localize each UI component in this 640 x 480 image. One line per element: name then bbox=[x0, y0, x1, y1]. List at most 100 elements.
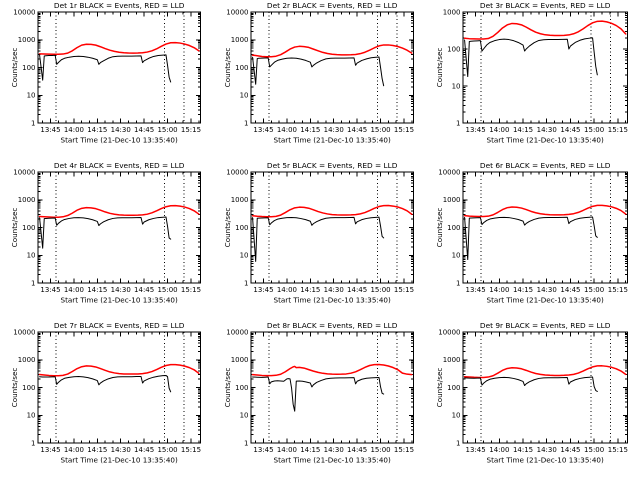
x-tick-label: 14:15 bbox=[301, 126, 321, 134]
y-tick-label: 100 bbox=[22, 224, 35, 232]
plot-frame bbox=[250, 331, 415, 444]
series-events bbox=[39, 374, 172, 393]
x-tick-label: 14:45 bbox=[347, 286, 367, 294]
x-axis-label: Start Time (21-Dec-10 13:35:40) bbox=[61, 135, 178, 144]
series-events bbox=[252, 56, 385, 87]
y-axis-label: Counts/sec bbox=[10, 208, 19, 248]
series-events bbox=[39, 54, 172, 83]
x-tick-label: 14:15 bbox=[301, 446, 321, 454]
x-tick-label: 15:15 bbox=[607, 286, 627, 294]
chart-panel-det-2: Det 2r BLACK = Events, RED = LLD 1 10 100 10… bbox=[213, 0, 426, 160]
x-tick-label: 15:00 bbox=[371, 446, 391, 454]
y-axis-label: Counts/sec bbox=[435, 208, 444, 248]
x-tick-label: 13:45 bbox=[465, 286, 485, 294]
panel-title: Det 2r BLACK = Events, RED = LLD bbox=[267, 1, 398, 10]
y-tick-label: 100 bbox=[235, 224, 248, 232]
plot-frame bbox=[462, 331, 628, 444]
x-axis-label: Start Time (21-Dec-10 13:35:40) bbox=[274, 295, 391, 304]
series-events bbox=[463, 37, 598, 78]
x-tick-label: 14:15 bbox=[301, 286, 321, 294]
y-tick-label: 1000 bbox=[231, 36, 249, 44]
y-tick-label: 1000 bbox=[442, 356, 460, 364]
y-tick-label: 10000 bbox=[13, 328, 35, 336]
x-tick-label: 13:45 bbox=[465, 446, 485, 454]
x-tick-label: 15:00 bbox=[584, 126, 604, 134]
x-tick-label: 14:30 bbox=[324, 446, 344, 454]
x-tick-label: 15:15 bbox=[607, 126, 627, 134]
series-lld bbox=[38, 41, 200, 56]
x-tick-label: 14:00 bbox=[277, 286, 297, 294]
x-tick-label: 15:15 bbox=[394, 286, 414, 294]
x-tick-label: 14:45 bbox=[134, 446, 154, 454]
x-tick-label: 14:30 bbox=[111, 286, 131, 294]
y-tick-label: 10 bbox=[27, 412, 36, 420]
plot-frame bbox=[37, 11, 201, 124]
plot-frame bbox=[250, 171, 415, 284]
y-tick-label: 10 bbox=[451, 82, 460, 90]
x-tick-label: 13:45 bbox=[254, 446, 274, 454]
series-lld bbox=[252, 44, 413, 58]
x-tick-label: 14:15 bbox=[513, 446, 533, 454]
y-tick-label: 10 bbox=[27, 252, 36, 260]
x-tick-label: 15:00 bbox=[371, 126, 391, 134]
x-tick-label: 14:00 bbox=[64, 446, 84, 454]
x-tick-label: 14:45 bbox=[347, 126, 367, 134]
plot-frame bbox=[250, 11, 415, 124]
series-events bbox=[252, 376, 385, 412]
series-events bbox=[463, 376, 598, 392]
y-tick-label: 10 bbox=[240, 412, 249, 420]
y-tick-label: 1 bbox=[456, 279, 460, 287]
x-tick-label: 13:45 bbox=[40, 446, 60, 454]
x-tick-label: 14:30 bbox=[536, 286, 556, 294]
y-tick-label: 10 bbox=[451, 252, 460, 260]
x-tick-label: 14:00 bbox=[489, 446, 509, 454]
x-tick-label: 14:45 bbox=[347, 446, 367, 454]
x-tick-label: 15:00 bbox=[584, 446, 604, 454]
x-axis-label: Start Time (21-Dec-10 13:35:40) bbox=[486, 295, 603, 304]
x-tick-label: 14:15 bbox=[87, 446, 107, 454]
x-tick-label: 14:45 bbox=[134, 126, 154, 134]
y-axis-label: Counts/sec bbox=[10, 48, 19, 88]
y-axis-label: Counts/sec bbox=[435, 48, 444, 88]
x-tick-label: 13:45 bbox=[465, 126, 485, 134]
x-tick-label: 15:15 bbox=[181, 126, 201, 134]
panel-title: Det 1r BLACK = Events, RED = LLD bbox=[54, 1, 185, 10]
x-tick-label: 14:00 bbox=[277, 126, 297, 134]
y-tick-label: 1 bbox=[244, 279, 248, 287]
y-tick-label: 100 bbox=[22, 384, 35, 392]
panel-title: Det 9r BLACK = Events, RED = LLD bbox=[480, 321, 611, 330]
y-tick-label: 100 bbox=[22, 64, 35, 72]
y-tick-label: 10000 bbox=[227, 168, 249, 176]
plot-frame bbox=[462, 171, 628, 284]
x-axis-label: Start Time (21-Dec-10 13:35:40) bbox=[274, 455, 391, 464]
x-tick-label: 14:00 bbox=[64, 286, 84, 294]
y-tick-label: 10 bbox=[240, 252, 249, 260]
series-lld bbox=[38, 363, 200, 377]
series-events bbox=[39, 216, 172, 249]
y-tick-label: 1000 bbox=[18, 196, 36, 204]
x-tick-label: 14:00 bbox=[64, 126, 84, 134]
y-tick-label: 1000 bbox=[18, 36, 36, 44]
x-tick-label: 13:45 bbox=[40, 286, 60, 294]
y-tick-label: 10000 bbox=[438, 168, 460, 176]
y-tick-label: 1000 bbox=[18, 356, 36, 364]
x-tick-label: 14:30 bbox=[324, 286, 344, 294]
x-tick-label: 15:00 bbox=[584, 286, 604, 294]
x-tick-label: 14:45 bbox=[134, 286, 154, 294]
x-tick-label: 14:15 bbox=[87, 286, 107, 294]
y-tick-label: 100 bbox=[235, 64, 248, 72]
chart-panel-det-1: Det 1r BLACK = Events, RED = LLD 1 10 100 10… bbox=[0, 0, 213, 160]
x-tick-label: 14:30 bbox=[536, 126, 556, 134]
y-tick-label: 100 bbox=[447, 45, 460, 53]
plot-frame bbox=[37, 171, 201, 284]
chart-panel-det-4: Det 4r BLACK = Events, RED = LLD 1 10 100 10… bbox=[0, 160, 213, 320]
panel-title: Det 3r BLACK = Events, RED = LLD bbox=[480, 1, 611, 10]
series-lld bbox=[463, 20, 627, 40]
x-tick-label: 14:30 bbox=[111, 126, 131, 134]
panel-title: Det 8r BLACK = Events, RED = LLD bbox=[267, 321, 398, 330]
y-axis-label: Counts/sec bbox=[10, 368, 19, 408]
y-axis-label: Counts/sec bbox=[223, 208, 232, 248]
y-tick-label: 10000 bbox=[438, 328, 460, 336]
y-tick-label: 100 bbox=[447, 224, 460, 232]
x-tick-label: 15:00 bbox=[371, 286, 391, 294]
